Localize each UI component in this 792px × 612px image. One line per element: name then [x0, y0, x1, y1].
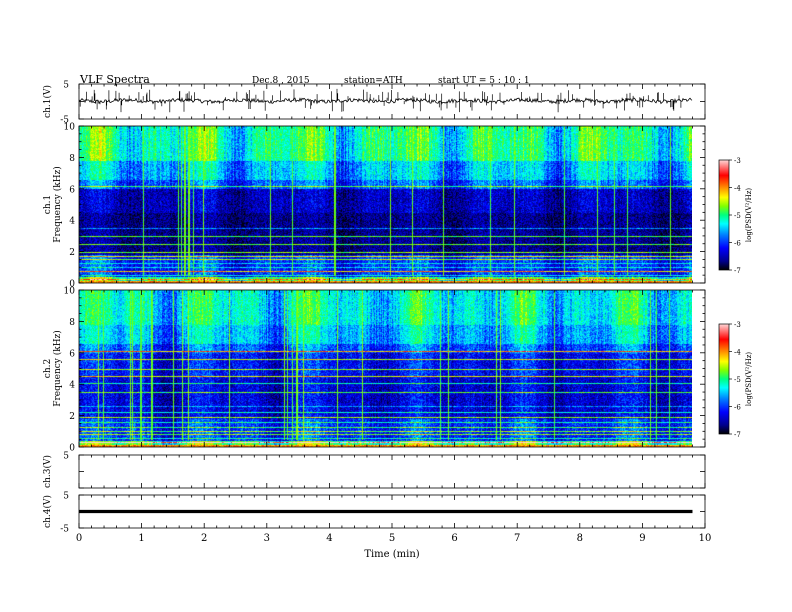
y-tick-label: 10 — [64, 123, 76, 133]
frequency-axis-label: Frequency (kHz) — [52, 330, 63, 407]
voltage-axis-label: ch.1(V) — [42, 85, 53, 118]
colorbar-tick-label: -7 — [734, 431, 741, 439]
x-tick-label: 0 — [76, 533, 82, 544]
x-axis-label: Time (min) — [364, 549, 419, 560]
y-tick-label: 4 — [69, 217, 75, 227]
colorbar-tick-label: -3 — [734, 157, 741, 165]
colorbar-tick-label: -7 — [734, 267, 741, 275]
voltage-axis-label: ch.3(V) — [42, 455, 53, 488]
colorbar-tick-label: -3 — [734, 321, 741, 329]
spectrogram-ch2 — [79, 290, 692, 447]
colorbar-label: log(PSD(V²/Hz) — [745, 352, 753, 407]
colorbar — [719, 324, 729, 434]
y-tick-label: -5 — [60, 525, 69, 535]
y-tick-label: 0 — [69, 280, 75, 290]
date-label: Dec.8 , 2015 — [252, 76, 310, 86]
y-tick-label: 5 — [63, 81, 69, 91]
colorbar-tick-label: -6 — [734, 240, 741, 248]
y-tick-label: 6 — [69, 185, 75, 195]
station-label: station=ATH — [344, 76, 403, 86]
y-tick-label: -5 — [60, 116, 69, 126]
x-tick-label: 4 — [326, 533, 332, 544]
page-title: VLF Spectra — [80, 73, 150, 86]
x-tick-label: 6 — [451, 533, 457, 544]
y-tick-label: 10 — [64, 287, 76, 297]
y-tick-label: 2 — [69, 412, 75, 422]
y-tick-label: 4 — [69, 381, 75, 391]
x-tick-label: 10 — [699, 533, 712, 544]
frequency-axis-label: Frequency (kHz) — [52, 166, 63, 243]
y-tick-label: 2 — [69, 248, 75, 258]
colorbar-tick-label: -6 — [734, 404, 741, 412]
x-tick-label: 7 — [514, 533, 520, 544]
colorbar-label: log(PSD(V²/Hz) — [745, 188, 753, 243]
channel-label: ch.2 — [43, 359, 53, 378]
trace-ch1v-spikes — [79, 88, 682, 113]
colorbar-tick-label: -4 — [734, 349, 741, 357]
spectrogram-ch1 — [79, 126, 692, 283]
x-tick-label: 2 — [201, 533, 207, 544]
trace-ch1v — [78, 96, 693, 105]
channel-label: ch.1 — [43, 195, 53, 214]
y-tick-label: 5 — [63, 492, 69, 502]
colorbar-tick-label: -4 — [734, 185, 741, 193]
x-tick-label: 3 — [264, 533, 270, 544]
y-tick-label: 0 — [69, 444, 75, 454]
colorbar-tick-label: -5 — [734, 376, 741, 384]
y-tick-label: 5 — [63, 452, 69, 462]
colorbar-tick-label: -5 — [734, 212, 741, 220]
x-tick-label: 1 — [138, 533, 144, 544]
voltage-axis-label: ch.4(V) — [42, 495, 53, 528]
y-tick-label: 8 — [69, 318, 75, 328]
y-tick-label: 8 — [69, 154, 75, 164]
y-tick-label: 6 — [69, 349, 75, 359]
x-tick-label: 8 — [577, 533, 583, 544]
colorbar — [719, 160, 729, 270]
x-tick-label: 9 — [639, 533, 645, 544]
start-time-label: start UT = 5 : 10 : 1 — [438, 76, 530, 86]
x-tick-label: 5 — [389, 533, 395, 544]
